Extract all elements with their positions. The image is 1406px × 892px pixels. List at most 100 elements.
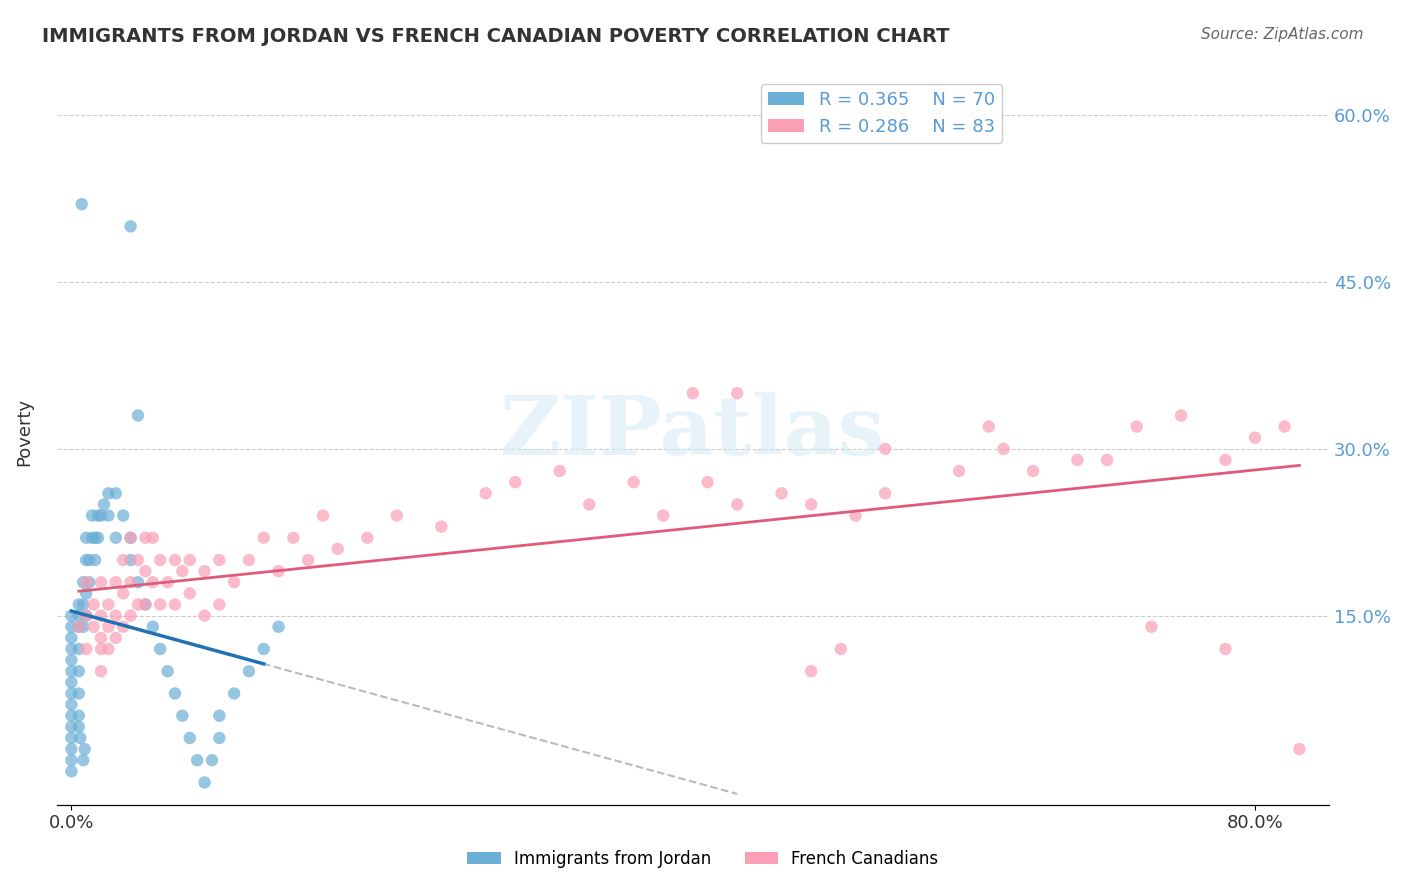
French Canadians [800,665,823,679]
French Canadians [142,575,165,590]
Immigrants from Jordan [60,708,83,723]
French Canadians [90,608,112,623]
French Canadians [134,531,156,545]
French Canadians [238,553,260,567]
French Canadians [1288,742,1310,756]
Immigrants from Jordan [82,531,104,545]
French Canadians [224,575,246,590]
French Canadians [385,508,408,523]
French Canadians [578,497,600,511]
Immigrants from Jordan [120,219,142,234]
French Canadians [90,575,112,590]
French Canadians [97,642,120,657]
French Canadians [1140,620,1163,634]
Immigrants from Jordan [60,753,83,767]
French Canadians [993,442,1015,456]
French Canadians [1066,453,1088,467]
Immigrants from Jordan [193,775,215,789]
French Canadians [163,553,186,567]
Immigrants from Jordan [120,531,142,545]
French Canadians [800,497,823,511]
French Canadians [149,598,172,612]
Immigrants from Jordan [112,508,135,523]
Immigrants from Jordan [156,665,179,679]
French Canadians [977,419,1000,434]
Immigrants from Jordan [127,409,149,423]
Immigrants from Jordan [72,575,94,590]
Immigrants from Jordan [77,575,100,590]
French Canadians [652,508,675,523]
Legend: R = 0.365    N = 70, R = 0.286    N = 83: R = 0.365 N = 70, R = 0.286 N = 83 [761,84,1002,143]
Legend: Immigrants from Jordan, French Canadians: Immigrants from Jordan, French Canadians [461,844,945,875]
Immigrants from Jordan [60,731,83,745]
French Canadians [75,608,97,623]
Immigrants from Jordan [97,486,120,500]
French Canadians [875,442,897,456]
Immigrants from Jordan [149,642,172,657]
Immigrants from Jordan [87,531,110,545]
Immigrants from Jordan [134,598,156,612]
French Canadians [75,642,97,657]
Immigrants from Jordan [82,508,104,523]
French Canadians [112,586,135,600]
French Canadians [326,541,349,556]
Immigrants from Jordan [172,708,194,723]
French Canadians [90,665,112,679]
Immigrants from Jordan [75,586,97,600]
French Canadians [90,631,112,645]
Y-axis label: Poverty: Poverty [15,398,32,467]
French Canadians [104,608,127,623]
Immigrants from Jordan [201,753,224,767]
Immigrants from Jordan [69,731,91,745]
French Canadians [208,553,231,567]
Immigrants from Jordan [267,620,290,634]
French Canadians [725,386,748,401]
Immigrants from Jordan [75,553,97,567]
Immigrants from Jordan [142,620,165,634]
Immigrants from Jordan [60,742,83,756]
Immigrants from Jordan [186,753,208,767]
Immigrants from Jordan [73,742,96,756]
French Canadians [83,598,105,612]
French Canadians [1095,453,1118,467]
French Canadians [267,564,290,578]
Immigrants from Jordan [97,508,120,523]
Immigrants from Jordan [60,631,83,645]
French Canadians [97,620,120,634]
French Canadians [179,586,201,600]
Immigrants from Jordan [90,508,112,523]
Immigrants from Jordan [67,686,90,700]
Immigrants from Jordan [104,486,127,500]
Immigrants from Jordan [60,698,83,712]
French Canadians [1125,419,1147,434]
French Canadians [830,642,852,657]
French Canadians [503,475,526,490]
Immigrants from Jordan [67,708,90,723]
French Canadians [120,531,142,545]
Immigrants from Jordan [75,531,97,545]
French Canadians [120,608,142,623]
French Canadians [104,575,127,590]
French Canadians [548,464,571,478]
French Canadians [623,475,645,490]
French Canadians [179,553,201,567]
Immigrants from Jordan [60,620,83,634]
French Canadians [430,519,453,533]
French Canadians [1274,419,1296,434]
French Canadians [142,531,165,545]
Immigrants from Jordan [60,720,83,734]
Immigrants from Jordan [67,608,90,623]
French Canadians [134,598,156,612]
Immigrants from Jordan [93,497,115,511]
Immigrants from Jordan [127,575,149,590]
Immigrants from Jordan [208,708,231,723]
Immigrants from Jordan [77,553,100,567]
Immigrants from Jordan [67,598,90,612]
Immigrants from Jordan [72,598,94,612]
French Canadians [97,598,120,612]
French Canadians [172,564,194,578]
French Canadians [193,564,215,578]
Immigrants from Jordan [224,686,246,700]
Immigrants from Jordan [75,608,97,623]
French Canadians [90,642,112,657]
